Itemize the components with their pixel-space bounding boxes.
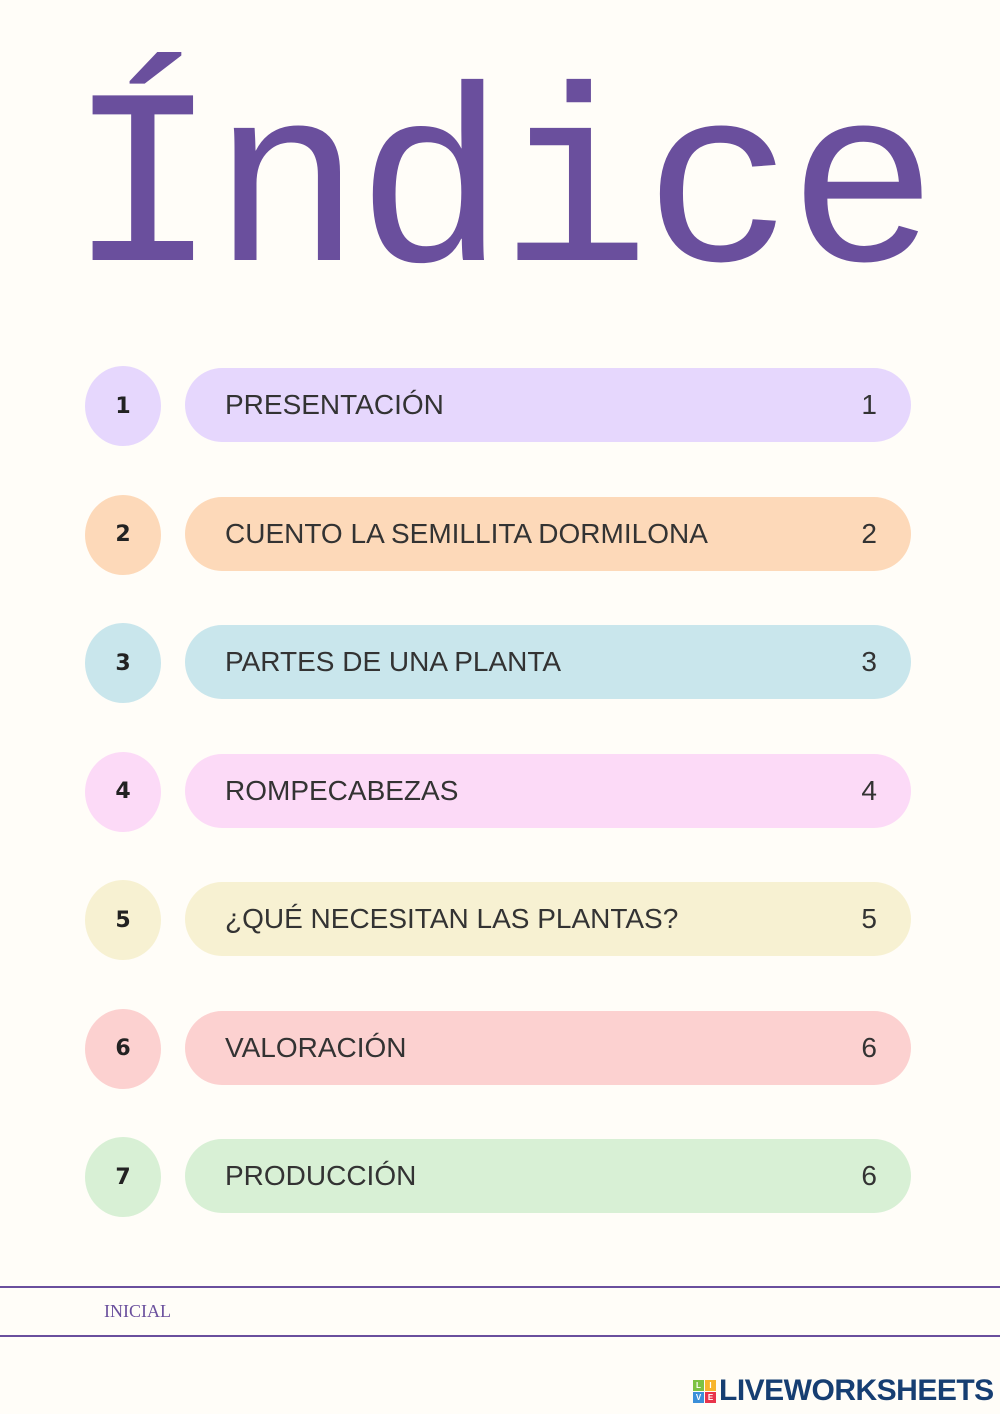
entry-label: PRESENTACIÓN <box>225 389 444 420</box>
entry-pill[interactable]: ¿QUÉ NECESITAN LAS PLANTAS? 5 <box>185 882 911 956</box>
entry-label: CUENTO LA SEMILLITA DORMILONA <box>225 517 708 549</box>
entry-pill[interactable]: PRODUCCIÓN 6 <box>185 1139 911 1213</box>
entry-pill[interactable]: VALORACIÓN 6 <box>185 1010 911 1085</box>
logo-text: LIVEWORKSHEETS <box>719 1374 994 1407</box>
entry-label: PARTES DE UNA PLANTA <box>225 646 562 677</box>
entry-label: ¿QUÉ NECESITAN LAS PLANTAS? <box>225 903 679 934</box>
index-entry[interactable]: 2 CUENTO LA SEMILLITA DORMILONA 2 <box>85 494 911 575</box>
entry-pill[interactable]: CUENTO LA SEMILLITA DORMILONA 2 <box>185 496 911 571</box>
entry-pill[interactable]: ROMPECABEZAS 4 <box>185 753 911 828</box>
entry-label: ROMPECABEZAS <box>225 774 459 806</box>
index-entry[interactable]: 3 PARTES DE UNA PLANTA 3 <box>85 623 911 703</box>
entry-page-number: 6 <box>861 1031 877 1063</box>
entry-label: VALORACIÓN <box>225 1031 407 1063</box>
entry-page-number: 6 <box>861 1160 877 1191</box>
index-entry[interactable]: 5 ¿QUÉ NECESITAN LAS PLANTAS? 5 <box>85 880 911 960</box>
footer-label: INICIAL <box>104 1301 171 1321</box>
footer-top-divider <box>0 1286 1000 1288</box>
entry-pill[interactable]: PARTES DE UNA PLANTA 3 <box>185 625 911 699</box>
index-entry[interactable]: 6 VALORACIÓN 6 <box>85 1008 911 1089</box>
liveworksheets-logo[interactable]: L I V E LIVEWORKSHEETS <box>693 1374 994 1408</box>
index-entry[interactable]: 1 PRESENTACIÓN 1 <box>85 366 911 446</box>
entry-label: PRODUCCIÓN <box>225 1160 417 1191</box>
entry-number-badge: 1 <box>85 366 161 446</box>
entry-page-number: 3 <box>861 646 877 677</box>
entry-number-badge: 6 <box>85 1008 161 1089</box>
entry-page-number: 1 <box>861 389 877 420</box>
entry-number-badge: 2 <box>85 494 161 575</box>
page-title: Índice <box>67 53 938 336</box>
entry-number-badge: 3 <box>85 623 161 703</box>
entry-number-badge: 5 <box>85 880 161 960</box>
entry-number-badge: 4 <box>85 751 161 832</box>
live-logo-icon: L I V E <box>693 1379 716 1403</box>
entry-page-number: 5 <box>861 903 877 934</box>
entry-number-badge: 7 <box>85 1137 161 1217</box>
index-entry[interactable]: 4 ROMPECABEZAS 4 <box>85 751 911 832</box>
footer-bottom-divider <box>0 1335 1000 1337</box>
entry-page-number: 4 <box>861 774 877 806</box>
entry-page-number: 2 <box>861 517 877 549</box>
index-entry[interactable]: 7 PRODUCCIÓN 6 <box>85 1137 911 1217</box>
entry-pill[interactable]: PRESENTACIÓN 1 <box>185 368 911 442</box>
